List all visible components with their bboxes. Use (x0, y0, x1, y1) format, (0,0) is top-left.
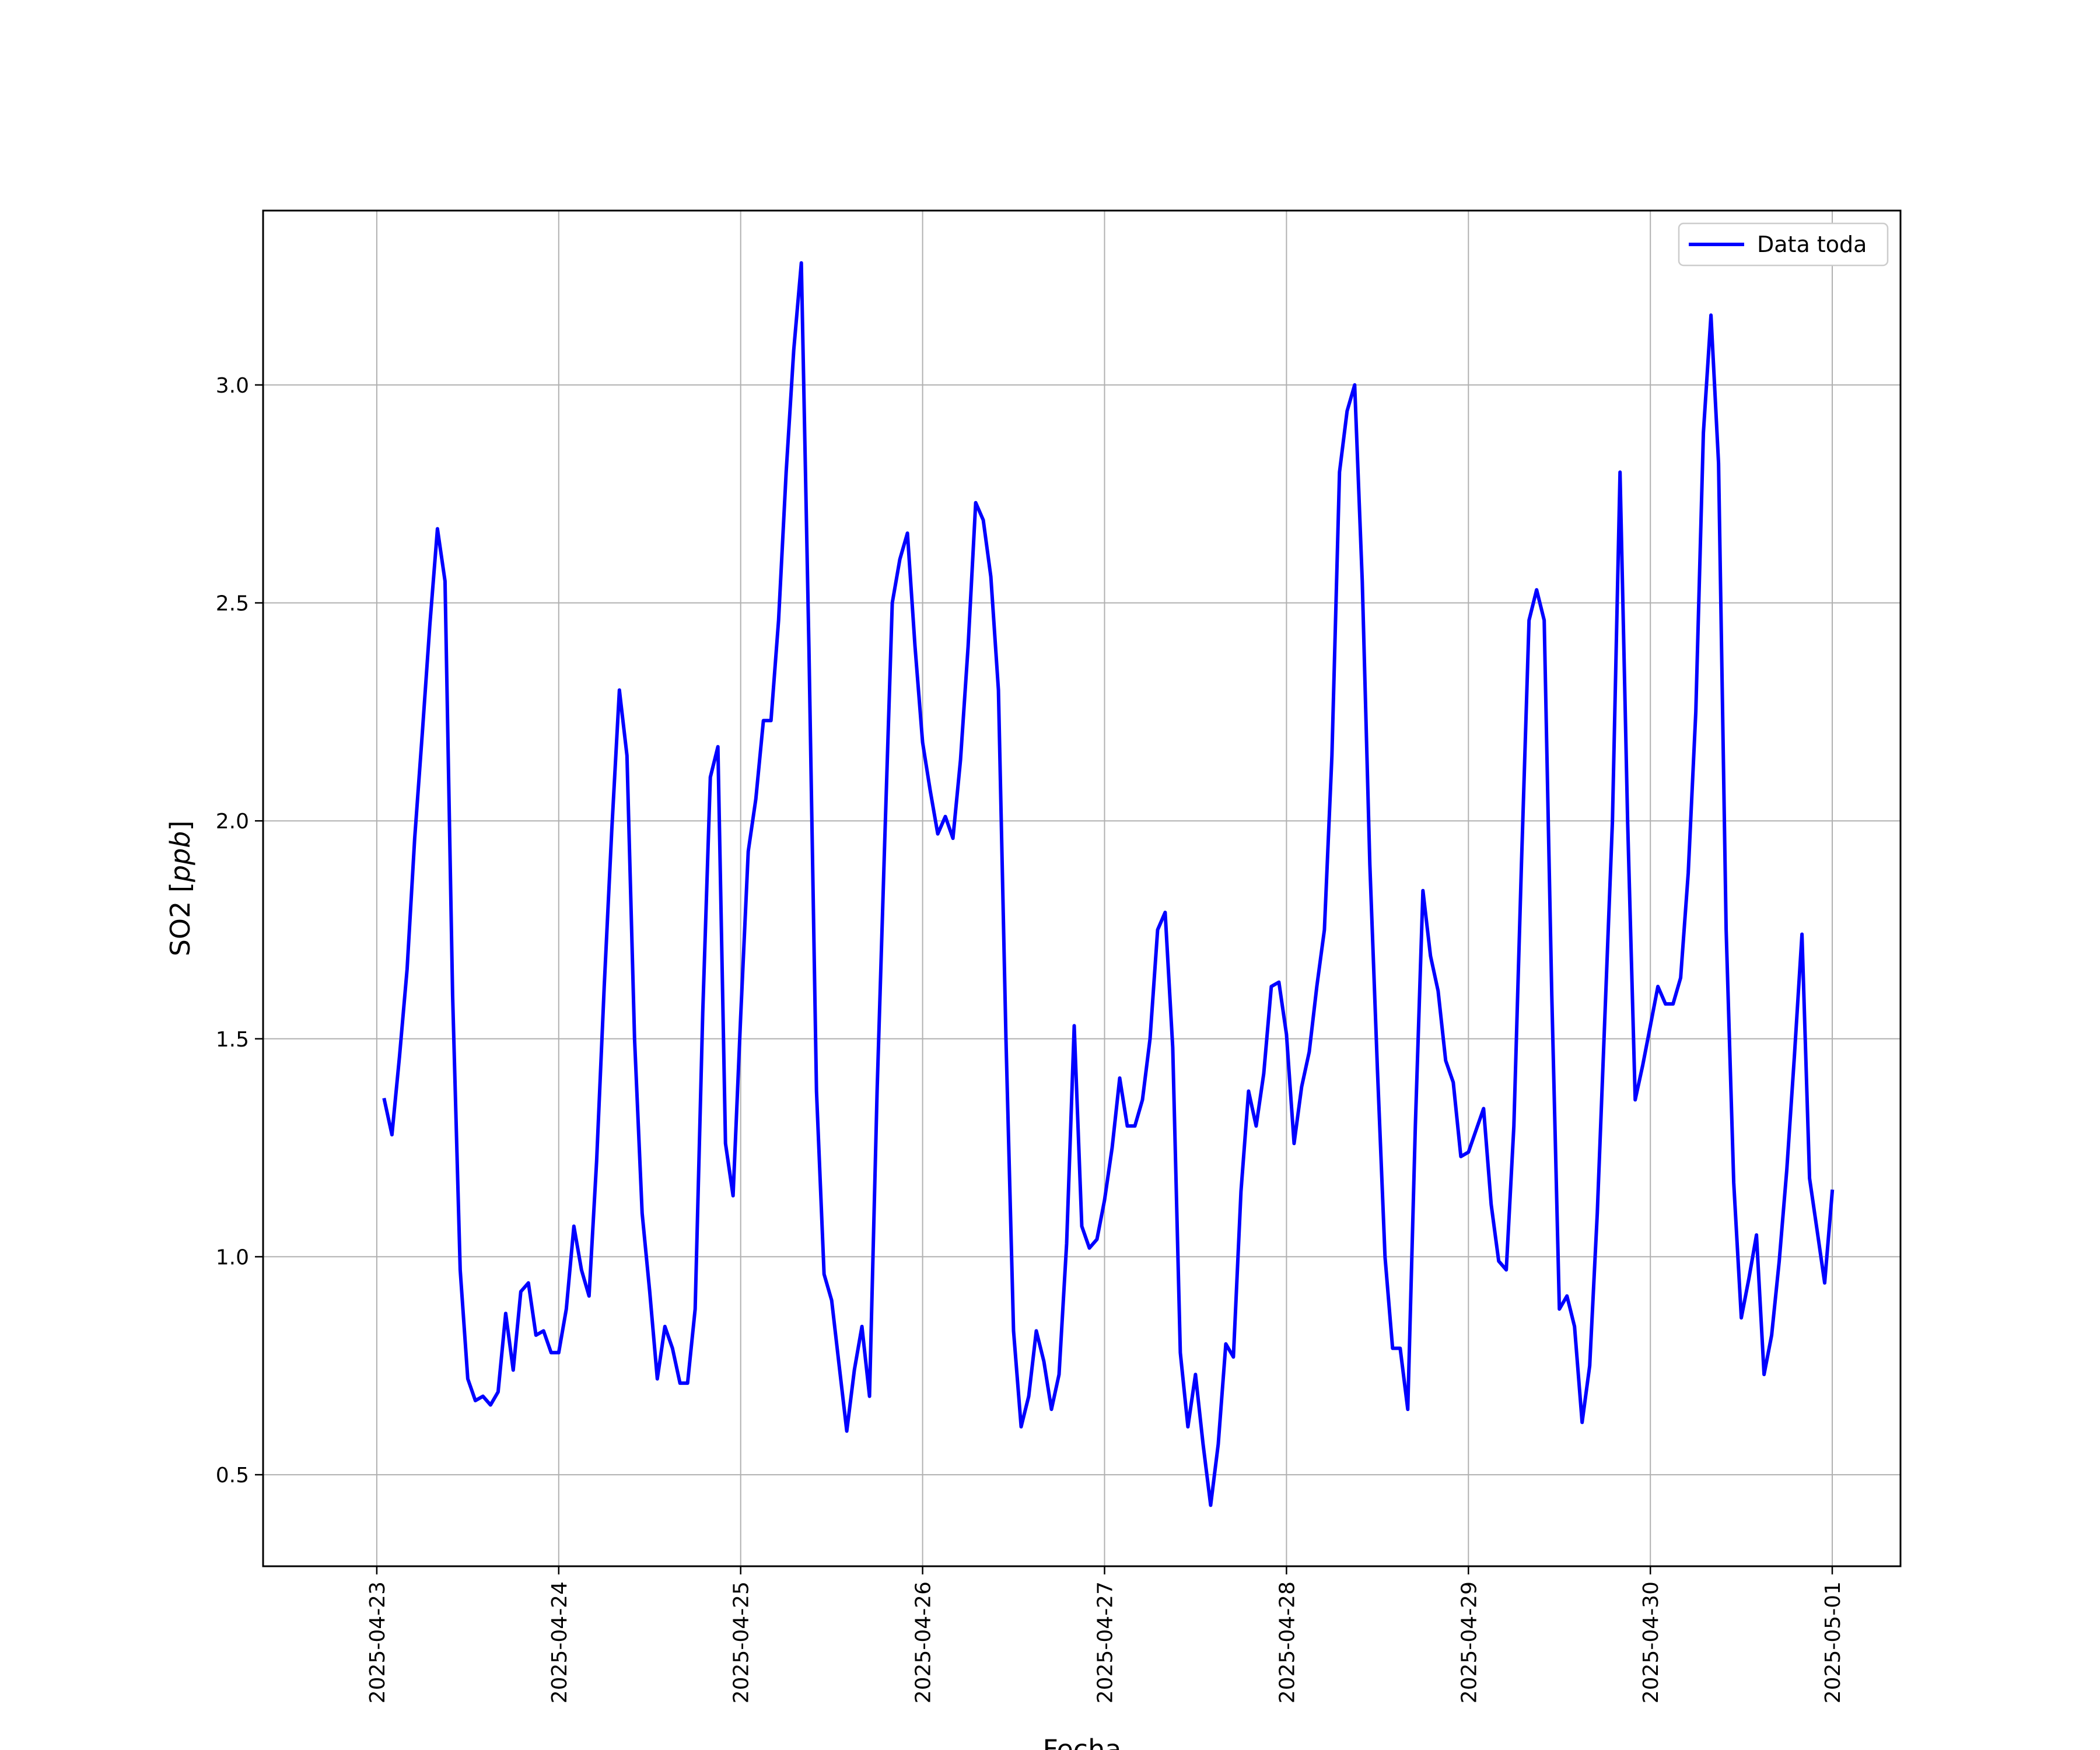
legend-box (1678, 222, 1889, 267)
x-tick-label: 2025-04-28 (1275, 1581, 1299, 1703)
grid (263, 211, 1901, 1566)
series-line-0 (382, 261, 1835, 1507)
y-tick-label: 3.0 (216, 374, 249, 398)
y-axis-title-open-bracket: [ (164, 882, 196, 892)
x-tick-label: 2025-04-30 (1639, 1581, 1663, 1703)
x-tick-label: 2025-05-01 (1821, 1581, 1845, 1703)
plot-area (263, 211, 1901, 1566)
y-axis-title-main: SO2 (164, 892, 196, 956)
x-tick-label: 2025-04-23 (366, 1581, 390, 1703)
legend-entry-label: Data toda (1757, 232, 1867, 257)
y-tick-label: 0.5 (216, 1464, 249, 1488)
y-axis-title: SO2 [ppb] (164, 821, 196, 957)
x-tick-label: 2025-04-27 (1094, 1581, 1118, 1703)
x-axis-title: Fecha (1043, 1734, 1122, 1750)
y-axis-title-unit: ppb (164, 831, 196, 883)
y-tick-label: 2.5 (216, 592, 249, 616)
series-layer (382, 261, 1835, 1507)
x-tick-label: 2025-04-24 (548, 1581, 572, 1703)
axis-ticks: 2025-04-23 2025-04-24 2025-04-25 2025-04-26… (216, 374, 1845, 1703)
x-tick-label: 2025-04-26 (912, 1581, 936, 1703)
plot-frame (262, 209, 1902, 1567)
x-tick-label: 2025-04-25 (730, 1581, 754, 1703)
legend: Data toda (1678, 222, 1889, 267)
y-axis-title-close-bracket: ] (164, 821, 196, 831)
x-tick-label: 2025-04-29 (1457, 1581, 1481, 1703)
y-tick-label: 2.0 (216, 810, 249, 834)
y-tick-label: 1.0 (216, 1245, 249, 1269)
y-tick-label: 1.5 (216, 1028, 249, 1052)
